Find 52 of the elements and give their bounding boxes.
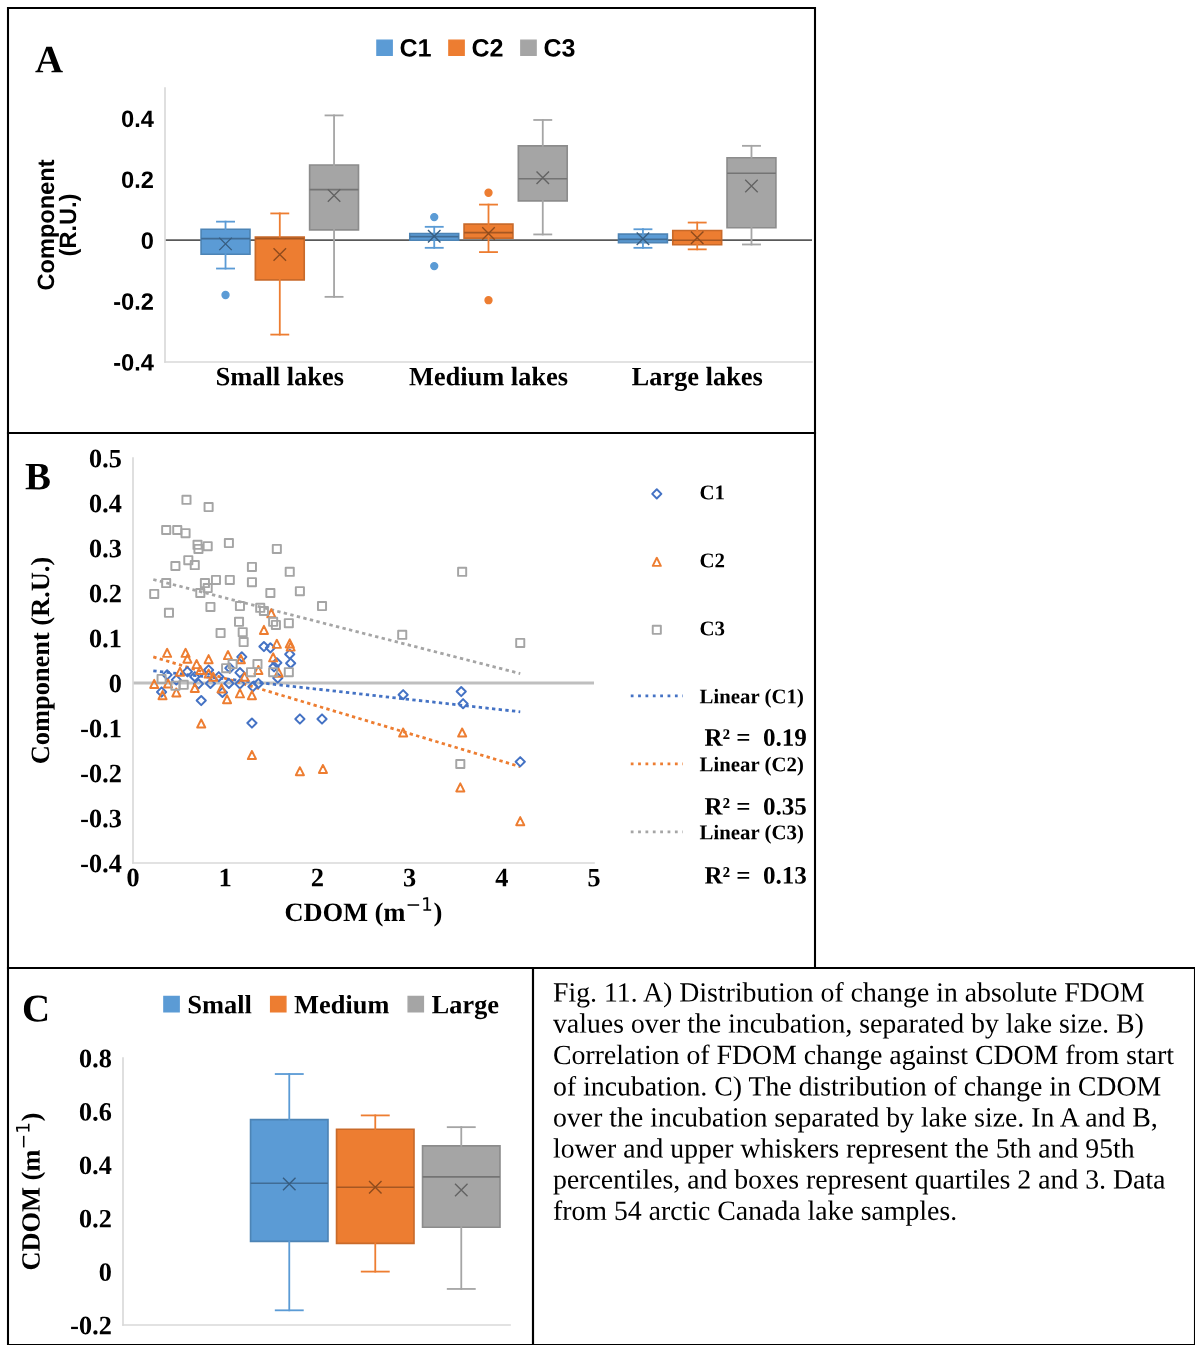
y-tick-label: 0.4 [79, 1156, 112, 1175]
y-tick-label: 0.2 [79, 1209, 111, 1228]
y-tick-label: 0.2 [89, 584, 121, 603]
x-tick-label: 4 [495, 868, 508, 887]
legend-label: C2 [472, 39, 503, 57]
y-tick-label: -0.2 [114, 293, 153, 310]
chart-title: B [25, 463, 50, 490]
x-tick-label: 3 [404, 868, 416, 887]
legend-label: C3 [544, 39, 575, 57]
text: R² = 0.13 [704, 866, 806, 884]
y-tick-label: -0.2 [71, 1316, 111, 1335]
y-tick-label: 0.4 [89, 494, 122, 513]
legend-label: C2 [700, 553, 725, 568]
y-tick-label: -0.4 [114, 354, 154, 371]
x-tick-label: Small lakes [217, 366, 344, 386]
y-axis-title: Component (R.U.) [30, 557, 55, 763]
y-tick-label: 0 [109, 674, 121, 693]
x-tick-label: Medium lakes [409, 366, 568, 386]
legend-label: Linear (C3) [699, 824, 803, 844]
y-tick-label: 0.8 [79, 1049, 112, 1068]
x-tick-label: Large lakes [632, 366, 763, 391]
y-tick-label: 0 [141, 232, 153, 250]
legend-label: Large [432, 996, 499, 1020]
chart-title: A [35, 46, 63, 73]
y-tick-label: 0.2 [122, 171, 153, 189]
legend-label: Linear (C1) [699, 688, 803, 708]
x-tick-label: 2 [311, 868, 323, 887]
y-tick-label: 0.4 [122, 110, 154, 128]
y-tick-label: -0.2 [81, 764, 121, 783]
x-tick-label: 1 [220, 868, 231, 887]
x-axis-title: CDOM (m$^{−1}$) [285, 897, 442, 927]
y-tick-label: 0.5 [89, 449, 121, 468]
y-tick-label: 0 [99, 1263, 111, 1282]
caption: Fig. 11. A) Distribution of change in absolute FDOM values over the incubation, separated by lake size. B) Correlation of FDOM change against CDOM from start of incubation. C) The distribution of change in CDOM over the incubation separated by lake size. In A and B, lower and upper whiskers represent the 5th and 95th percentiles, and boxes represent quartiles 2 and 3. Data from 54 arctic Canada lake samples. [553, 982, 1174, 1226]
legend-label: C1 [700, 485, 724, 500]
y-tick-label: -0.4 [81, 854, 122, 873]
y-tick-label: 0.1 [89, 629, 121, 648]
y-tick-label: -0.1 [81, 719, 121, 738]
legend-label: C3 [700, 621, 725, 636]
text: R² = 0.19 [704, 729, 806, 746]
legend-label: Linear (C2) [699, 756, 803, 776]
x-tick-label: 5 [588, 868, 600, 887]
y-axis-title: Component (R.U.) [37, 159, 81, 290]
y-tick-label: 0.6 [79, 1103, 112, 1121]
text: R² = 0.35 [704, 797, 806, 815]
legend-label: C1 [400, 39, 431, 57]
chart-title: C [23, 995, 48, 1022]
y-axis-title: CDOM (m$^{−1}$) [16, 1113, 46, 1270]
y-tick-label: -0.3 [81, 809, 121, 828]
legend-label: Medium [294, 995, 389, 1014]
y-tick-label: 0.3 [89, 539, 121, 558]
legend-label: Small [188, 995, 252, 1014]
